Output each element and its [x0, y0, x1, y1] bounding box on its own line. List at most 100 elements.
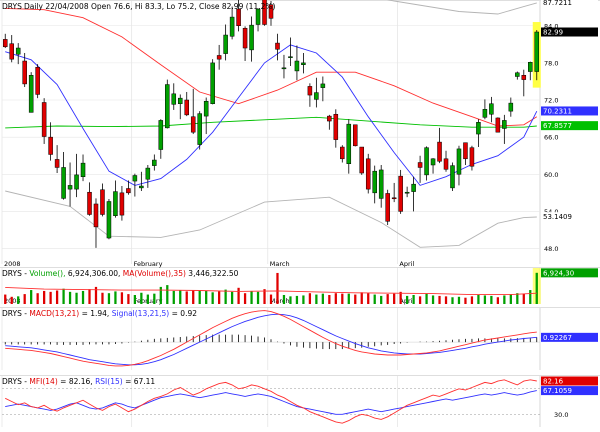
- volume-tag-label: 6,924,30: [543, 269, 574, 277]
- mfi-legend-label: MFI(14): [29, 377, 57, 386]
- price-tag-box: [541, 121, 598, 131]
- candle-body: [476, 122, 481, 135]
- mfi-tag-label: 82.16: [543, 377, 564, 385]
- legend-hi: 83.3: [145, 2, 162, 11]
- volume-bar: [218, 291, 221, 304]
- candle-body: [197, 113, 202, 145]
- volume-bar: [224, 289, 227, 304]
- volume-bar: [380, 295, 383, 304]
- candle-body: [314, 92, 319, 100]
- bollinger-upper-line: [386, 0, 537, 15]
- candle-body: [2, 39, 8, 48]
- candle-body: [327, 115, 332, 122]
- macd-signal-line: [5, 313, 537, 366]
- volume-bar: [10, 296, 13, 304]
- mfi-tag-box: [541, 386, 598, 396]
- macd-legend-value: = 1.94,: [82, 309, 110, 318]
- volume-bar: [405, 295, 409, 304]
- volume-ma-value: 3,446,322.50: [188, 269, 238, 278]
- candle-body: [489, 103, 494, 115]
- legend-open-label: Open: [91, 2, 111, 11]
- mfi-tag-label: 67.1059: [543, 387, 572, 395]
- candle-body: [15, 47, 21, 55]
- volume-legend-label: Volume(),: [29, 269, 65, 278]
- volume-bar: [412, 295, 415, 304]
- volume-bar: [192, 290, 195, 304]
- volume-bar: [464, 297, 467, 304]
- candle-body: [255, 8, 261, 25]
- price-y-tick: 60.0: [544, 171, 558, 179]
- candle-body: [528, 62, 533, 72]
- volume-bar: [88, 289, 91, 304]
- volume-bar: [438, 295, 441, 304]
- volume-bar: [315, 294, 318, 304]
- volume-bar: [42, 290, 46, 304]
- price-tag-box: [541, 212, 598, 222]
- candle-body: [443, 158, 449, 170]
- candle-body: [126, 188, 131, 194]
- candle-body: [372, 170, 377, 194]
- volume-bar: [166, 285, 169, 304]
- candle-body: [152, 159, 157, 166]
- volume-bar: [483, 295, 487, 304]
- volume-bar: [127, 294, 130, 304]
- candle-body: [404, 191, 410, 194]
- candle-body: [288, 56, 293, 58]
- volume-bar: [321, 293, 324, 304]
- volume-bar: [243, 293, 247, 304]
- candle-body: [145, 167, 151, 180]
- legend-close: 82.99: [222, 2, 244, 11]
- volume-bar: [386, 294, 389, 304]
- volume-bar: [75, 292, 78, 304]
- volume-bar: [444, 296, 448, 304]
- legend-open: 76.6: [113, 2, 130, 11]
- macd-legend-symbol: DRYS: [2, 309, 22, 318]
- volume-bar: [470, 296, 474, 304]
- candle-body: [203, 100, 209, 117]
- mfi-y-tick: 30.0: [554, 411, 568, 419]
- volume-ma-label: MA(Volume(),35): [123, 269, 186, 278]
- candle-body: [177, 97, 183, 104]
- volume-bar: [4, 294, 7, 304]
- volume-bar: [211, 292, 214, 304]
- volume-bar: [451, 297, 454, 304]
- legend-close-label: Close: [199, 2, 220, 11]
- legend-date: 22/04/2008: [45, 2, 88, 11]
- candle-body: [275, 42, 280, 50]
- candle-body: [346, 123, 352, 165]
- volume-bar: [198, 290, 201, 304]
- candle-body: [80, 162, 86, 177]
- candle-body: [100, 189, 105, 215]
- volume-bar: [133, 295, 137, 304]
- candle-body: [391, 197, 397, 200]
- candle-body: [359, 146, 365, 174]
- volume-tag-box: [541, 268, 598, 278]
- volume-bar: [62, 288, 65, 304]
- volume-bar: [529, 290, 532, 304]
- volume-bar: [68, 291, 72, 304]
- ma-long-line: [5, 116, 537, 129]
- candle-body: [307, 86, 313, 96]
- price-x-label: April: [399, 260, 414, 268]
- candle-body: [54, 159, 60, 168]
- macd-signal-label: Signal(13,21,5): [112, 309, 170, 318]
- volume-bar: [179, 290, 182, 304]
- volume-bar: [237, 287, 240, 304]
- macd-line: [5, 310, 537, 367]
- volume-bar: [496, 297, 500, 304]
- volume-bar: [334, 293, 337, 304]
- candle-body: [119, 192, 125, 216]
- candle-body: [216, 55, 222, 60]
- candle-body: [456, 148, 462, 175]
- candle-body: [158, 120, 164, 150]
- volume-bar: [250, 290, 253, 304]
- candle-body: [190, 116, 196, 133]
- candle-body: [424, 147, 429, 176]
- volume-bar: [503, 295, 506, 304]
- candle-body: [262, 0, 267, 25]
- legend-change: (11.2%): [246, 2, 276, 11]
- candle-body: [229, 16, 235, 37]
- legend-period: Daily: [24, 2, 44, 11]
- volume-ma-line: [5, 286, 537, 296]
